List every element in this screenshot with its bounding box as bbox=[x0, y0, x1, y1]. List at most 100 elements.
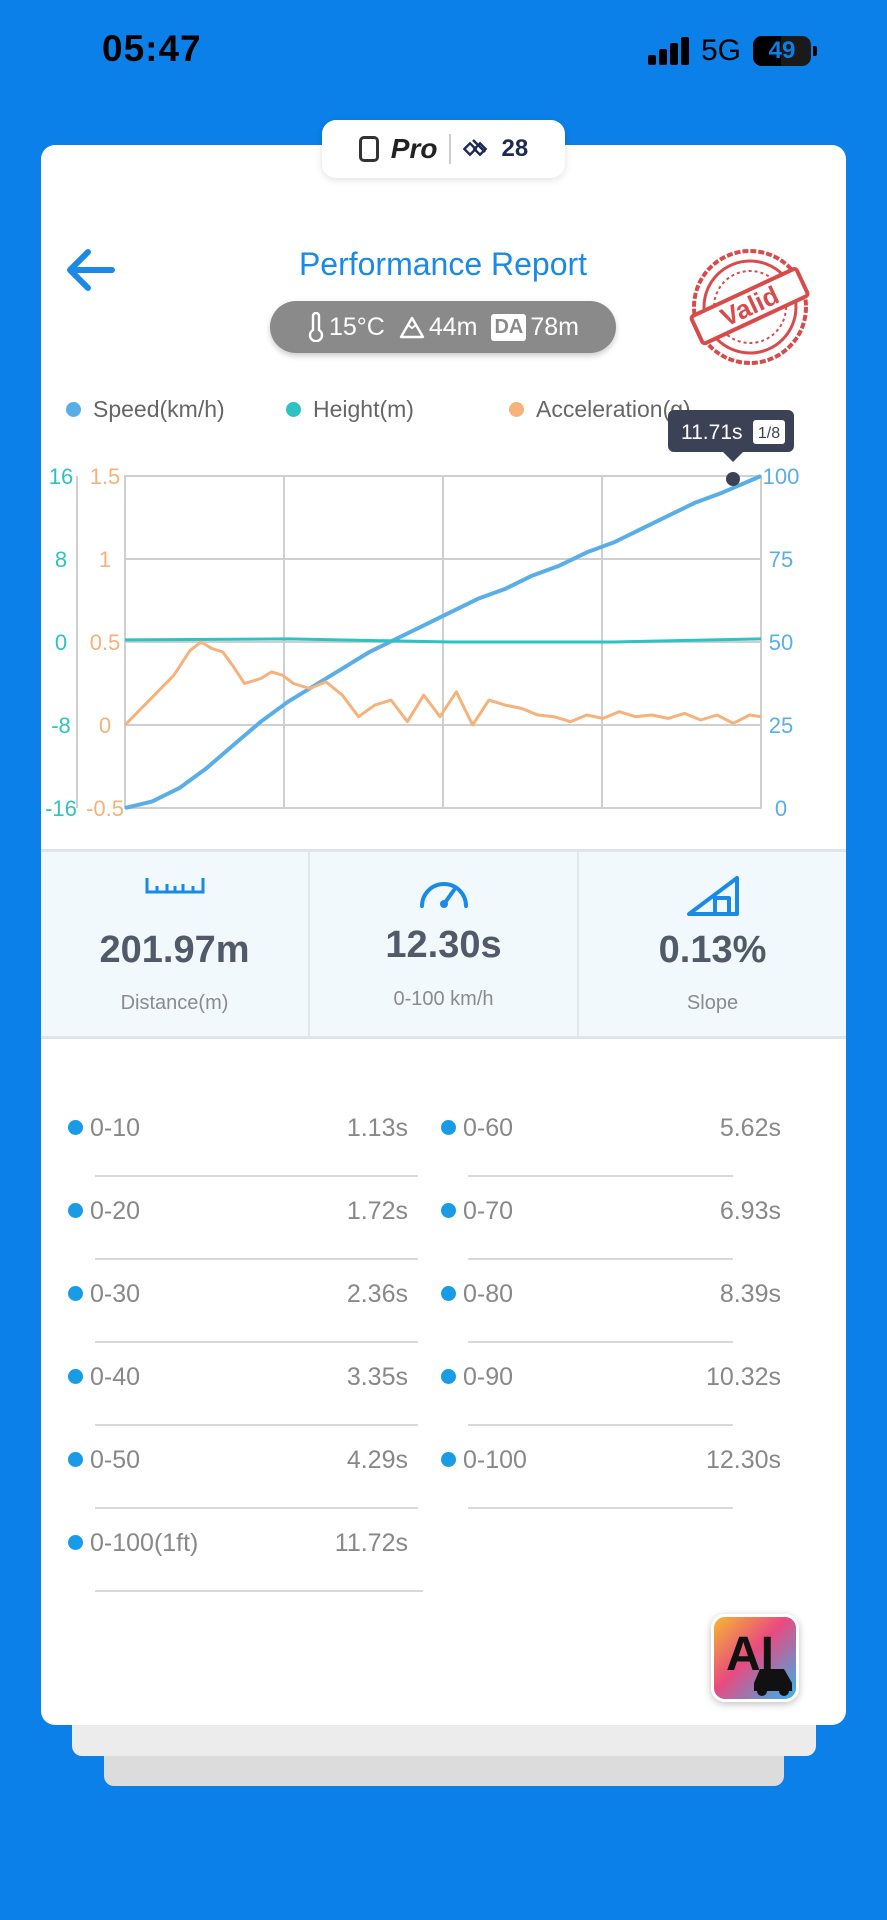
speed-axis-tick: 100 bbox=[763, 464, 800, 489]
acceleration-axis-tick: 1 bbox=[99, 547, 111, 572]
height-axis-tick: 16 bbox=[49, 464, 73, 489]
distance-stat: 201.97m Distance(m) bbox=[41, 852, 308, 1036]
tooltip-time: 11.71s bbox=[681, 421, 743, 444]
speed-axis-tick: 75 bbox=[769, 547, 793, 572]
split-row: 0-40 3.35s bbox=[68, 1343, 418, 1427]
acceleration-time-value: 12.30s bbox=[385, 924, 502, 966]
acceleration-time-stat: 12.30s 0-100 km/h bbox=[308, 852, 577, 1036]
height-axis-tick: -8 bbox=[51, 713, 71, 738]
speed-axis-tick: 0 bbox=[775, 796, 787, 818]
acceleration-series-line bbox=[123, 640, 762, 727]
status-icons: 5G 49 bbox=[647, 34, 817, 68]
speed-axis-tick: 25 bbox=[769, 713, 793, 738]
slope-label: Slope bbox=[686, 992, 739, 1014]
ai-assistant-button[interactable]: AI bbox=[711, 1614, 799, 1702]
split-value: 1.72s bbox=[346, 1197, 408, 1225]
split-label: 0-70 bbox=[463, 1197, 514, 1225]
split-row: 0-70 6.93s bbox=[441, 1177, 781, 1261]
split-label: 0-100 bbox=[463, 1446, 527, 1474]
acceleration-axis-tick: 0 bbox=[99, 713, 111, 738]
split-value: 10.32s bbox=[705, 1363, 781, 1391]
slope-stat: 0.13% Slope bbox=[577, 852, 846, 1036]
density-altitude-value: 78m bbox=[530, 312, 580, 341]
battery-level: 49 bbox=[768, 37, 796, 64]
speedometer-icon bbox=[419, 882, 468, 908]
legend-acceleration-label: Acceleration(g) bbox=[536, 396, 691, 422]
speed-series-line bbox=[124, 474, 762, 810]
split-value: 11.72s bbox=[334, 1529, 408, 1557]
legend-speed-label: Speed(km/h) bbox=[93, 396, 225, 422]
split-row: 0-10 1.13s bbox=[68, 1094, 418, 1178]
acceleration-time-label: 0-100 km/h bbox=[393, 988, 494, 1010]
distance-value: 201.97m bbox=[99, 929, 250, 971]
temperature: 15°C bbox=[307, 312, 385, 342]
split-label: 0-60 bbox=[463, 1114, 514, 1142]
acceleration-legend-dot bbox=[509, 402, 524, 417]
stats-strip: 201.97m Distance(m) 12.30s 0-100 km/h 0.… bbox=[41, 849, 846, 1039]
pro-label: Pro bbox=[390, 133, 438, 164]
split-row: 0-20 1.72s bbox=[68, 1177, 418, 1261]
tooltip-page: 1/8 bbox=[758, 425, 780, 442]
split-value: 4.29s bbox=[346, 1446, 408, 1474]
mountain-icon bbox=[399, 316, 425, 339]
signal-icon bbox=[647, 37, 689, 65]
temperature-value: 15°C bbox=[328, 312, 385, 341]
split-row: 0-30 2.36s bbox=[68, 1260, 418, 1344]
altitude-value: 44m bbox=[428, 312, 478, 341]
split-value: 8.39s bbox=[719, 1280, 781, 1308]
split-row: 0-80 8.39s bbox=[441, 1260, 781, 1344]
split-label: 0-50 bbox=[90, 1446, 141, 1474]
height-axis-tick: -16 bbox=[45, 796, 77, 818]
split-value: 2.36s bbox=[346, 1280, 408, 1308]
conditions-pill: 15°C 44m DA 78m bbox=[270, 301, 616, 353]
ruler-icon bbox=[145, 878, 204, 894]
split-label: 0-80 bbox=[463, 1280, 514, 1308]
slope-value: 0.13% bbox=[658, 929, 767, 971]
satellite-count: 28 bbox=[501, 135, 529, 162]
network-type: 5G bbox=[700, 34, 741, 67]
thermometer-icon bbox=[308, 312, 324, 342]
da-icon: DA bbox=[491, 313, 527, 341]
legend-height-label: Height(m) bbox=[313, 396, 414, 422]
legend-height[interactable]: Height(m) bbox=[286, 396, 414, 423]
height-axis-tick: 8 bbox=[55, 547, 67, 572]
split-row: 0-100 12.30s bbox=[441, 1426, 781, 1510]
split-value: 1.13s bbox=[346, 1114, 408, 1142]
battery-icon: 49 bbox=[753, 36, 811, 66]
tooltip-pointer bbox=[723, 452, 743, 462]
device-status-pill[interactable]: Pro 28 bbox=[322, 120, 565, 178]
performance-chart[interactable]: 16 8 0 -8 -16 1.5 1 0.5 0 -0.5 100 75 50 25 0 11.71s 1/8 bbox=[41, 408, 846, 818]
acceleration-axis-tick: 1.5 bbox=[90, 464, 121, 489]
legend-acceleration[interactable]: Acceleration(g) bbox=[509, 396, 691, 423]
height-series-line bbox=[124, 637, 762, 644]
split-row: 0-60 5.62s bbox=[441, 1094, 781, 1178]
split-label: 0-40 bbox=[90, 1363, 141, 1391]
split-value: 6.93s bbox=[719, 1197, 781, 1225]
split-label: 0-90 bbox=[463, 1363, 514, 1391]
status-time: 05:47 bbox=[102, 28, 202, 69]
valid-stamp-icon: Valid bbox=[689, 249, 810, 365]
speed-axis-tick: 50 bbox=[769, 630, 793, 655]
distance-label: Distance(m) bbox=[120, 992, 229, 1014]
page-title: Performance Report bbox=[298, 246, 588, 282]
split-label: 0-10 bbox=[90, 1114, 141, 1142]
split-row: 0-100(1ft) 11.72s bbox=[68, 1509, 423, 1593]
split-row: 0-90 10.32s bbox=[441, 1343, 781, 1427]
chart-legend: Speed(km/h) Height(m) Acceleration(g) bbox=[66, 396, 827, 426]
car-icon bbox=[754, 1669, 792, 1696]
speed-legend-dot bbox=[66, 402, 81, 417]
acceleration-axis-tick: 0.5 bbox=[90, 630, 121, 655]
slope-icon bbox=[686, 876, 739, 916]
split-value: 5.62s bbox=[719, 1114, 781, 1142]
back-arrow-icon[interactable] bbox=[62, 244, 118, 296]
split-row: 0-50 4.29s bbox=[68, 1426, 418, 1510]
phone-icon bbox=[358, 136, 379, 162]
split-label: 0-30 bbox=[90, 1280, 141, 1308]
satellite-icon bbox=[463, 139, 488, 157]
split-label: 0-20 bbox=[90, 1197, 141, 1225]
height-legend-dot bbox=[286, 402, 301, 417]
tooltip-page-badge bbox=[753, 420, 785, 444]
legend-speed[interactable]: Speed(km/h) bbox=[66, 396, 225, 423]
chart-cursor-point bbox=[726, 472, 740, 486]
altitude: 44m bbox=[399, 312, 478, 342]
